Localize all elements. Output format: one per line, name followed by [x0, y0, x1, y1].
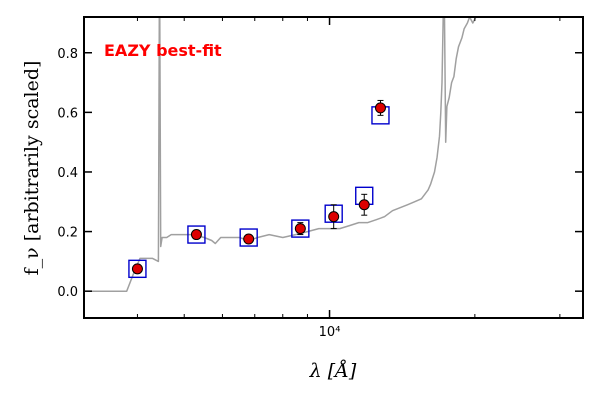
observed-flux-point — [131, 263, 143, 275]
model-sed-line — [87, 17, 477, 292]
observed-flux-point — [190, 229, 202, 241]
model-flux-box — [291, 219, 310, 238]
observed-flux-point — [294, 223, 306, 235]
x-axis-title: λ [Å] — [309, 360, 357, 382]
eazy-best-fit-annotation: EAZY best-fit — [104, 41, 222, 60]
plot-frame — [83, 16, 584, 319]
y-tick-label: 0.0 — [57, 285, 78, 300]
y-axis-title: f_ν [arbitrarily scaled] — [21, 61, 43, 276]
model-flux-box — [128, 259, 147, 279]
x-tick-label: 10⁴ — [319, 325, 341, 340]
observed-flux-point — [358, 199, 370, 211]
y-tick-label: 0.2 — [57, 226, 78, 241]
observed-flux-point — [243, 233, 255, 245]
y-tick-label: 0.8 — [57, 47, 78, 62]
observed-flux-point — [328, 211, 340, 223]
y-tick-label: 0.6 — [57, 106, 78, 121]
model-flux-box — [239, 228, 258, 247]
y-tick-label: 0.4 — [57, 166, 78, 181]
observed-flux-point — [374, 102, 386, 114]
model-flux-box — [187, 225, 206, 244]
